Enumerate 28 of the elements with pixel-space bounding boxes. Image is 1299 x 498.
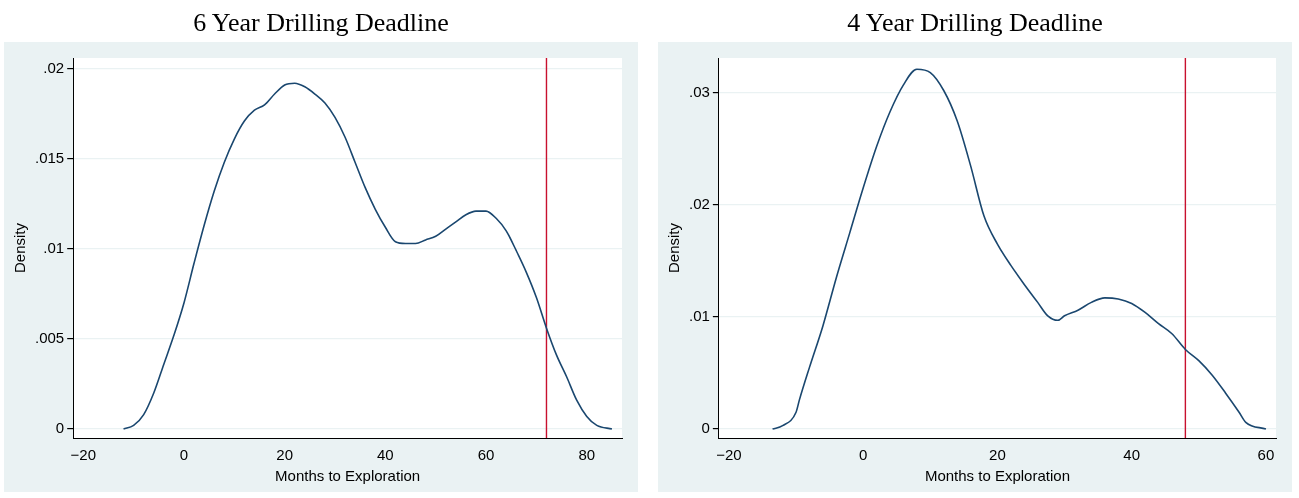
x-tick-label: 60 bbox=[1257, 446, 1275, 464]
y-tick-label: .01 bbox=[688, 307, 710, 325]
line-series bbox=[122, 82, 613, 430]
x-tick-label: 60 bbox=[477, 446, 495, 464]
y-tick-label: .02 bbox=[43, 58, 65, 76]
y-tick-label: 0 bbox=[55, 419, 65, 437]
x-axis-title: Months to Exploration bbox=[275, 467, 421, 485]
x-tick-label: 80 bbox=[578, 446, 596, 464]
y-axis-title: Density bbox=[665, 222, 683, 274]
y-axis-title: Density bbox=[11, 222, 29, 274]
y-tick-label: .005 bbox=[34, 329, 65, 347]
y-tick-label: .015 bbox=[34, 148, 65, 166]
y-tick-label: .03 bbox=[688, 82, 710, 100]
x-axis-title: Months to Exploration bbox=[924, 467, 1070, 485]
y-tick-label: 0 bbox=[701, 419, 710, 437]
x-tick-label: −20 bbox=[70, 446, 96, 464]
x-tick-label: 0 bbox=[179, 446, 189, 464]
x-tick-label: −20 bbox=[716, 446, 742, 464]
y-tick-label: .01 bbox=[43, 239, 65, 257]
chart-title: 4 Year Drilling Deadline bbox=[847, 8, 1103, 39]
line-series bbox=[771, 68, 1267, 430]
x-tick-label: 20 bbox=[276, 446, 293, 464]
y-tick-label: .02 bbox=[688, 194, 710, 212]
x-tick-label: 40 bbox=[1123, 446, 1141, 464]
x-tick-label: 20 bbox=[989, 446, 1006, 464]
x-tick-label: 40 bbox=[377, 446, 394, 464]
chart-title: 6 Year Drilling Deadline bbox=[193, 8, 449, 39]
x-tick-label: 0 bbox=[859, 446, 868, 464]
